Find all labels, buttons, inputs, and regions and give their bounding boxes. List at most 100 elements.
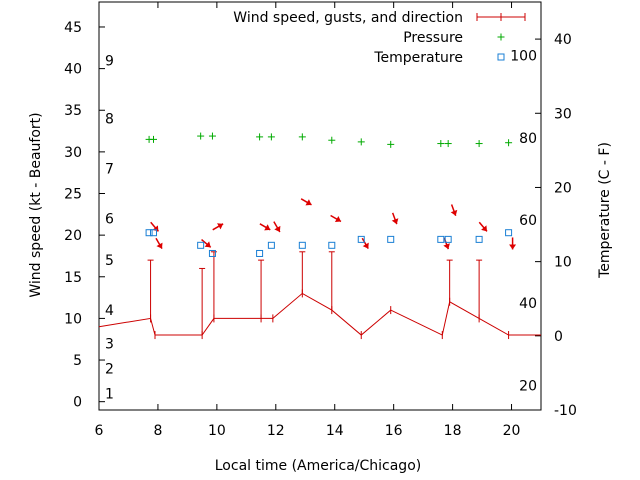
beaufort-label: 7 bbox=[105, 162, 114, 178]
legend-temperature-square bbox=[497, 53, 505, 61]
wind-direction-arrow bbox=[478, 221, 488, 232]
wind-arrow-head bbox=[443, 243, 450, 250]
wind-direction-arrow bbox=[330, 214, 342, 223]
pressure-point bbox=[444, 140, 452, 148]
y-tick-label: 25 bbox=[64, 187, 82, 203]
y2-tick-label: 0 bbox=[554, 329, 563, 345]
chart-frame-layer bbox=[98, 1, 542, 411]
wind-direction-arrow bbox=[300, 198, 312, 206]
legend-label: Pressure bbox=[403, 30, 463, 46]
series-layer bbox=[98, 132, 541, 340]
beaufort-label: 8 bbox=[105, 112, 114, 128]
temperature-point bbox=[208, 249, 216, 257]
y-axis-label: Wind speed (kt - Beaufort) bbox=[28, 112, 44, 297]
y-tick-label: 20 bbox=[64, 228, 82, 244]
wind-arrow-head bbox=[481, 225, 487, 232]
fahrenheit-label: 80 bbox=[519, 131, 537, 147]
temperature-point bbox=[145, 229, 153, 237]
wind-speed-line bbox=[98, 292, 541, 336]
y2-tick-label: 40 bbox=[554, 32, 572, 48]
y-tick-label: 45 bbox=[64, 20, 82, 36]
wind-arrow-head bbox=[156, 242, 163, 249]
x-axis-label: Local time (America/Chicago) bbox=[215, 458, 421, 474]
y2-axis-label: Temperature (C - F) bbox=[597, 142, 613, 279]
legend: Wind speed, gusts, and direction Pressure… bbox=[233, 10, 526, 66]
fahrenheit-label: 60 bbox=[519, 213, 537, 229]
temperature-point bbox=[475, 235, 483, 243]
pressure-point bbox=[328, 136, 336, 144]
y-tick-label: 15 bbox=[64, 270, 82, 286]
wind-direction-arrow bbox=[155, 237, 163, 250]
temperature-point bbox=[357, 235, 365, 243]
temperature-point bbox=[197, 241, 205, 249]
wind-direction-arrow bbox=[273, 221, 281, 233]
temperature-point bbox=[256, 249, 264, 257]
wind-arrow-head bbox=[264, 224, 271, 231]
label-layer: Local time (America/Chicago) Wind speed … bbox=[28, 20, 613, 474]
y2-tick-label: 20 bbox=[554, 180, 572, 196]
temperature-point bbox=[298, 241, 306, 249]
y2-tick-label: -10 bbox=[554, 403, 577, 419]
wind-arrow-head bbox=[217, 223, 224, 230]
wind-direction-arrow bbox=[450, 204, 458, 217]
wind-arrow-head bbox=[450, 209, 458, 216]
pressure-point bbox=[150, 135, 158, 143]
plot-frame bbox=[98, 1, 542, 411]
pressure-point bbox=[387, 140, 395, 148]
y2-tick-label: 10 bbox=[554, 255, 572, 271]
wind-direction-arrow bbox=[201, 239, 212, 248]
wind-direction-arrow bbox=[391, 212, 399, 225]
y-tick-label: 35 bbox=[64, 103, 82, 119]
wind-arrow-head bbox=[391, 218, 399, 225]
y-tick-label: 10 bbox=[64, 311, 82, 327]
wind-arrow-head bbox=[305, 199, 312, 206]
y-tick-label: 5 bbox=[73, 353, 82, 369]
y2-tick-label: 30 bbox=[554, 106, 572, 122]
y-tick-label: 30 bbox=[64, 145, 82, 161]
pressure-point bbox=[267, 133, 275, 141]
wind-arrow-head bbox=[509, 244, 517, 250]
x-tick-label: 10 bbox=[208, 423, 226, 439]
wind-direction-arrow bbox=[443, 237, 450, 250]
fahrenheit-label: 40 bbox=[519, 296, 537, 312]
pressure-point bbox=[475, 140, 483, 148]
pressure-point bbox=[505, 139, 513, 147]
beaufort-label: 9 bbox=[105, 53, 114, 69]
pressure-point bbox=[256, 133, 264, 141]
beaufort-label: 6 bbox=[105, 211, 114, 227]
pressure-point bbox=[208, 132, 216, 140]
wind-direction-arrow bbox=[509, 237, 517, 250]
y-tick-label: 40 bbox=[64, 62, 82, 78]
x-tick-label: 8 bbox=[153, 423, 162, 439]
wind-direction-arrow bbox=[212, 223, 224, 231]
temperature-point bbox=[437, 235, 445, 243]
beaufort-label: 3 bbox=[105, 336, 114, 352]
pressure-point bbox=[357, 138, 365, 146]
wind-direction-arrow bbox=[259, 223, 271, 231]
x-tick-label: 20 bbox=[503, 423, 521, 439]
beaufort-label: 2 bbox=[105, 361, 114, 377]
wind-arrow-head bbox=[274, 225, 281, 233]
fahrenheit-label: 100 bbox=[510, 48, 537, 64]
temperature-point bbox=[150, 229, 158, 237]
legend-label: Wind speed, gusts, and direction bbox=[233, 10, 463, 26]
wind-direction-arrow bbox=[361, 237, 369, 250]
x-tick-label: 14 bbox=[326, 423, 344, 439]
pressure-point bbox=[298, 133, 306, 141]
x-tick-label: 12 bbox=[267, 423, 285, 439]
temperature-point bbox=[267, 241, 275, 249]
x-tick-label: 16 bbox=[385, 423, 403, 439]
beaufort-label: 5 bbox=[105, 253, 114, 269]
wind-arrow-head bbox=[334, 215, 341, 223]
beaufort-label: 1 bbox=[105, 386, 114, 402]
x-tick-label: 6 bbox=[95, 423, 104, 439]
x-tick-label: 18 bbox=[444, 423, 462, 439]
pressure-point bbox=[197, 132, 205, 140]
fahrenheit-label: 20 bbox=[519, 379, 537, 395]
temperature-point bbox=[387, 235, 395, 243]
wind-arrow-head bbox=[362, 242, 369, 249]
y-tick-label: 0 bbox=[73, 395, 82, 411]
temperature-point bbox=[505, 229, 513, 237]
temperature-point bbox=[444, 235, 452, 243]
